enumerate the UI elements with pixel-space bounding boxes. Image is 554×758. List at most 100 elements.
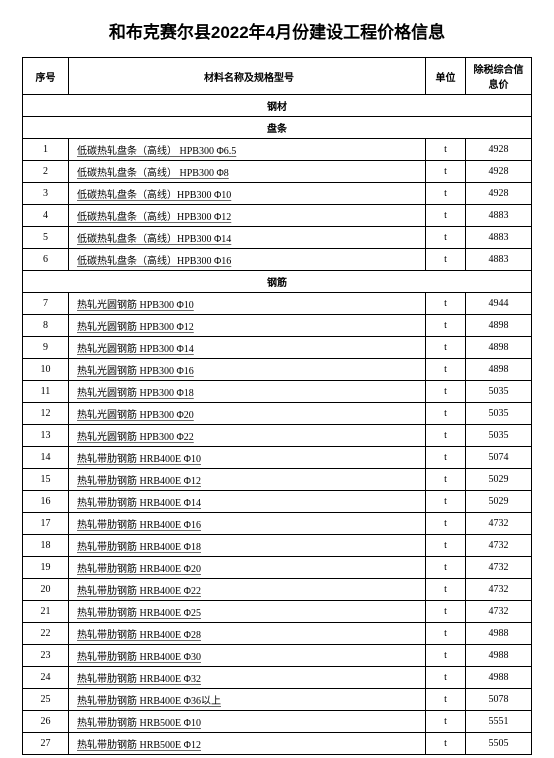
cell-price: 4732 — [466, 535, 532, 557]
cell-seq: 27 — [23, 733, 69, 755]
cell-seq: 5 — [23, 227, 69, 249]
cell-seq: 12 — [23, 403, 69, 425]
cell-unit: t — [426, 667, 466, 689]
cell-unit: t — [426, 403, 466, 425]
table-row: 21热轧带肋钢筋 HRB400E Φ25t4732 — [23, 601, 532, 623]
cell-unit: t — [426, 381, 466, 403]
table-row: 10热轧光圆钢筋 HPB300 Φ16t4898 — [23, 359, 532, 381]
cell-seq: 8 — [23, 315, 69, 337]
cell-name: 热轧光圆钢筋 HPB300 Φ16 — [69, 359, 426, 381]
cell-price: 5035 — [466, 425, 532, 447]
table-row: 18热轧带肋钢筋 HRB400E Φ18t4732 — [23, 535, 532, 557]
cell-unit: t — [426, 359, 466, 381]
table-row: 23热轧带肋钢筋 HRB400E Φ30t4988 — [23, 645, 532, 667]
cell-unit: t — [426, 601, 466, 623]
cell-unit: t — [426, 447, 466, 469]
cell-seq: 26 — [23, 711, 69, 733]
cell-unit: t — [426, 183, 466, 205]
cell-unit: t — [426, 337, 466, 359]
cell-price: 5078 — [466, 689, 532, 711]
cell-name: 热轧带肋钢筋 HRB500E Φ12 — [69, 733, 426, 755]
cell-name: 低碳热轧盘条（高线） HPB300 Φ6.5 — [69, 139, 426, 161]
cell-seq: 1 — [23, 139, 69, 161]
page-title: 和布克赛尔县2022年4月份建设工程价格信息 — [22, 18, 532, 43]
table-row: 12热轧光圆钢筋 HPB300 Φ20t5035 — [23, 403, 532, 425]
cell-price: 4928 — [466, 183, 532, 205]
cell-price: 4732 — [466, 601, 532, 623]
col-name-header: 材料名称及规格型号 — [69, 58, 426, 95]
table-row: 22热轧带肋钢筋 HRB400E Φ28t4988 — [23, 623, 532, 645]
cell-seq: 10 — [23, 359, 69, 381]
cell-unit: t — [426, 513, 466, 535]
section-header-row: 钢筋 — [23, 271, 532, 293]
cell-name: 热轧光圆钢筋 HPB300 Φ22 — [69, 425, 426, 447]
cell-price: 4732 — [466, 513, 532, 535]
table-row: 27热轧带肋钢筋 HRB500E Φ12t5505 — [23, 733, 532, 755]
cell-seq: 15 — [23, 469, 69, 491]
cell-name: 热轧光圆钢筋 HPB300 Φ12 — [69, 315, 426, 337]
cell-seq: 13 — [23, 425, 69, 447]
cell-seq: 18 — [23, 535, 69, 557]
table-row: 11热轧光圆钢筋 HPB300 Φ18t5035 — [23, 381, 532, 403]
cell-seq: 22 — [23, 623, 69, 645]
cell-unit: t — [426, 249, 466, 271]
cell-unit: t — [426, 535, 466, 557]
cell-name: 热轧光圆钢筋 HPB300 Φ10 — [69, 293, 426, 315]
section-header-row: 钢材 — [23, 95, 532, 117]
cell-name: 热轧带肋钢筋 HRB400E Φ10 — [69, 447, 426, 469]
cell-price: 5029 — [466, 491, 532, 513]
table-row: 14热轧带肋钢筋 HRB400E Φ10t5074 — [23, 447, 532, 469]
cell-price: 4732 — [466, 557, 532, 579]
cell-seq: 25 — [23, 689, 69, 711]
price-table: 序号 材料名称及规格型号 单位 除税综合信息价 钢材盘条1低碳热轧盘条（高线） … — [22, 57, 532, 755]
table-row: 16热轧带肋钢筋 HRB400E Φ14t5029 — [23, 491, 532, 513]
cell-seq: 21 — [23, 601, 69, 623]
col-unit-header: 单位 — [426, 58, 466, 95]
cell-unit: t — [426, 557, 466, 579]
cell-price: 5551 — [466, 711, 532, 733]
header-row: 序号 材料名称及规格型号 单位 除税综合信息价 — [23, 58, 532, 95]
cell-name: 热轧光圆钢筋 HPB300 Φ20 — [69, 403, 426, 425]
col-seq-header: 序号 — [23, 58, 69, 95]
cell-name: 低碳热轧盘条（高线）HPB300 Φ10 — [69, 183, 426, 205]
cell-seq: 3 — [23, 183, 69, 205]
cell-price: 5074 — [466, 447, 532, 469]
cell-price: 4944 — [466, 293, 532, 315]
cell-name: 热轧光圆钢筋 HPB300 Φ14 — [69, 337, 426, 359]
cell-unit: t — [426, 689, 466, 711]
cell-price: 4732 — [466, 579, 532, 601]
cell-unit: t — [426, 315, 466, 337]
table-row: 20热轧带肋钢筋 HRB400E Φ22t4732 — [23, 579, 532, 601]
cell-seq: 17 — [23, 513, 69, 535]
cell-name: 热轧带肋钢筋 HRB400E Φ30 — [69, 645, 426, 667]
cell-seq: 9 — [23, 337, 69, 359]
cell-seq: 14 — [23, 447, 69, 469]
table-row: 8热轧光圆钢筋 HPB300 Φ12t4898 — [23, 315, 532, 337]
cell-unit: t — [426, 733, 466, 755]
cell-price: 4988 — [466, 667, 532, 689]
table-row: 25热轧带肋钢筋 HRB400E Φ36以上t5078 — [23, 689, 532, 711]
cell-unit: t — [426, 425, 466, 447]
cell-seq: 16 — [23, 491, 69, 513]
cell-price: 4898 — [466, 359, 532, 381]
cell-seq: 20 — [23, 579, 69, 601]
table-row: 24热轧带肋钢筋 HRB400E Φ32t4988 — [23, 667, 532, 689]
col-price-header: 除税综合信息价 — [466, 58, 532, 95]
cell-price: 5505 — [466, 733, 532, 755]
cell-unit: t — [426, 227, 466, 249]
table-row: 6低碳热轧盘条（高线）HPB300 Φ16t4883 — [23, 249, 532, 271]
table-row: 13热轧光圆钢筋 HPB300 Φ22t5035 — [23, 425, 532, 447]
cell-name: 热轧带肋钢筋 HRB400E Φ25 — [69, 601, 426, 623]
cell-seq: 23 — [23, 645, 69, 667]
section-header-row: 盘条 — [23, 117, 532, 139]
cell-unit: t — [426, 645, 466, 667]
cell-seq: 2 — [23, 161, 69, 183]
cell-unit: t — [426, 711, 466, 733]
cell-unit: t — [426, 139, 466, 161]
cell-price: 4898 — [466, 315, 532, 337]
cell-name: 热轧带肋钢筋 HRB400E Φ28 — [69, 623, 426, 645]
section-header: 钢筋 — [23, 271, 532, 293]
cell-name: 热轧带肋钢筋 HRB400E Φ36以上 — [69, 689, 426, 711]
cell-seq: 19 — [23, 557, 69, 579]
cell-name: 低碳热轧盘条（高线）HPB300 Φ16 — [69, 249, 426, 271]
